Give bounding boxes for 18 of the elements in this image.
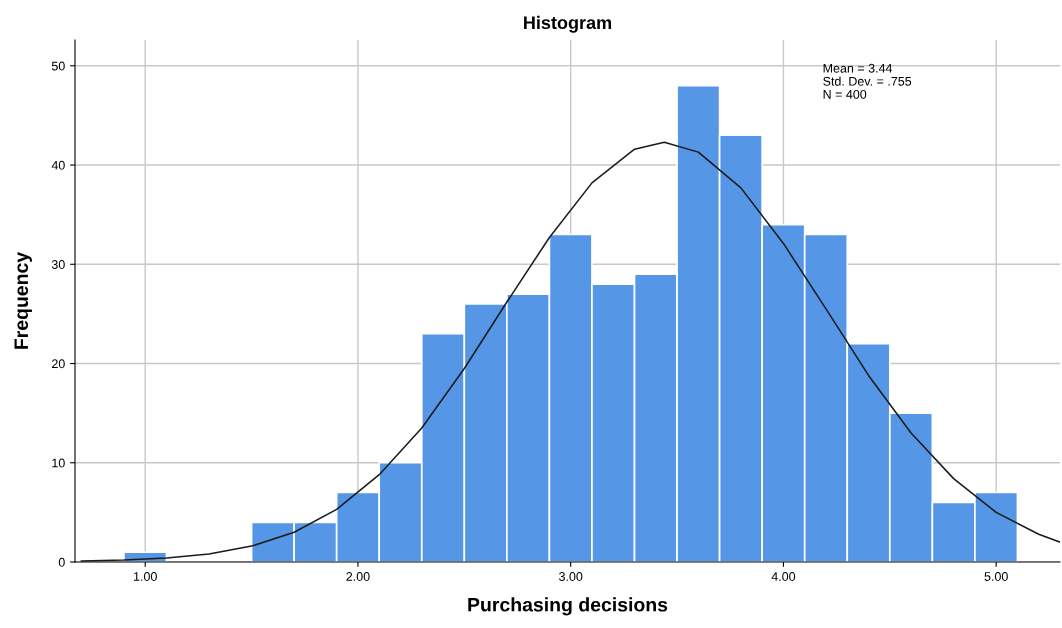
y-tick-label: 30 [51, 260, 65, 269]
y-tick-label: 10 [52, 458, 65, 468]
y-tick-label: 0 [58, 557, 65, 567]
y-tick-label: 20 [52, 359, 65, 369]
x-axis-title: Purchasing decisions [468, 597, 668, 616]
annotation: N = 400 [823, 89, 867, 99]
chart-title: Histogram [524, 15, 612, 33]
x-tick-label: 5.00 [984, 572, 1008, 581]
annotation: Std. Dev. = .755 [823, 76, 912, 86]
x-tick-label: 4.00 [771, 572, 796, 581]
x-tick-label: 2.00 [346, 572, 370, 581]
y-axis-title: Frequency [14, 251, 32, 349]
y-tick-label: 50 [51, 61, 65, 71]
x-tick-label: 3.00 [559, 572, 583, 581]
line-series [80, 141, 1060, 562]
annotation: Mean = 3.44 [823, 63, 893, 73]
y-tick-label: 40 [51, 160, 65, 170]
x-tick-label: 1.00 [134, 572, 157, 581]
